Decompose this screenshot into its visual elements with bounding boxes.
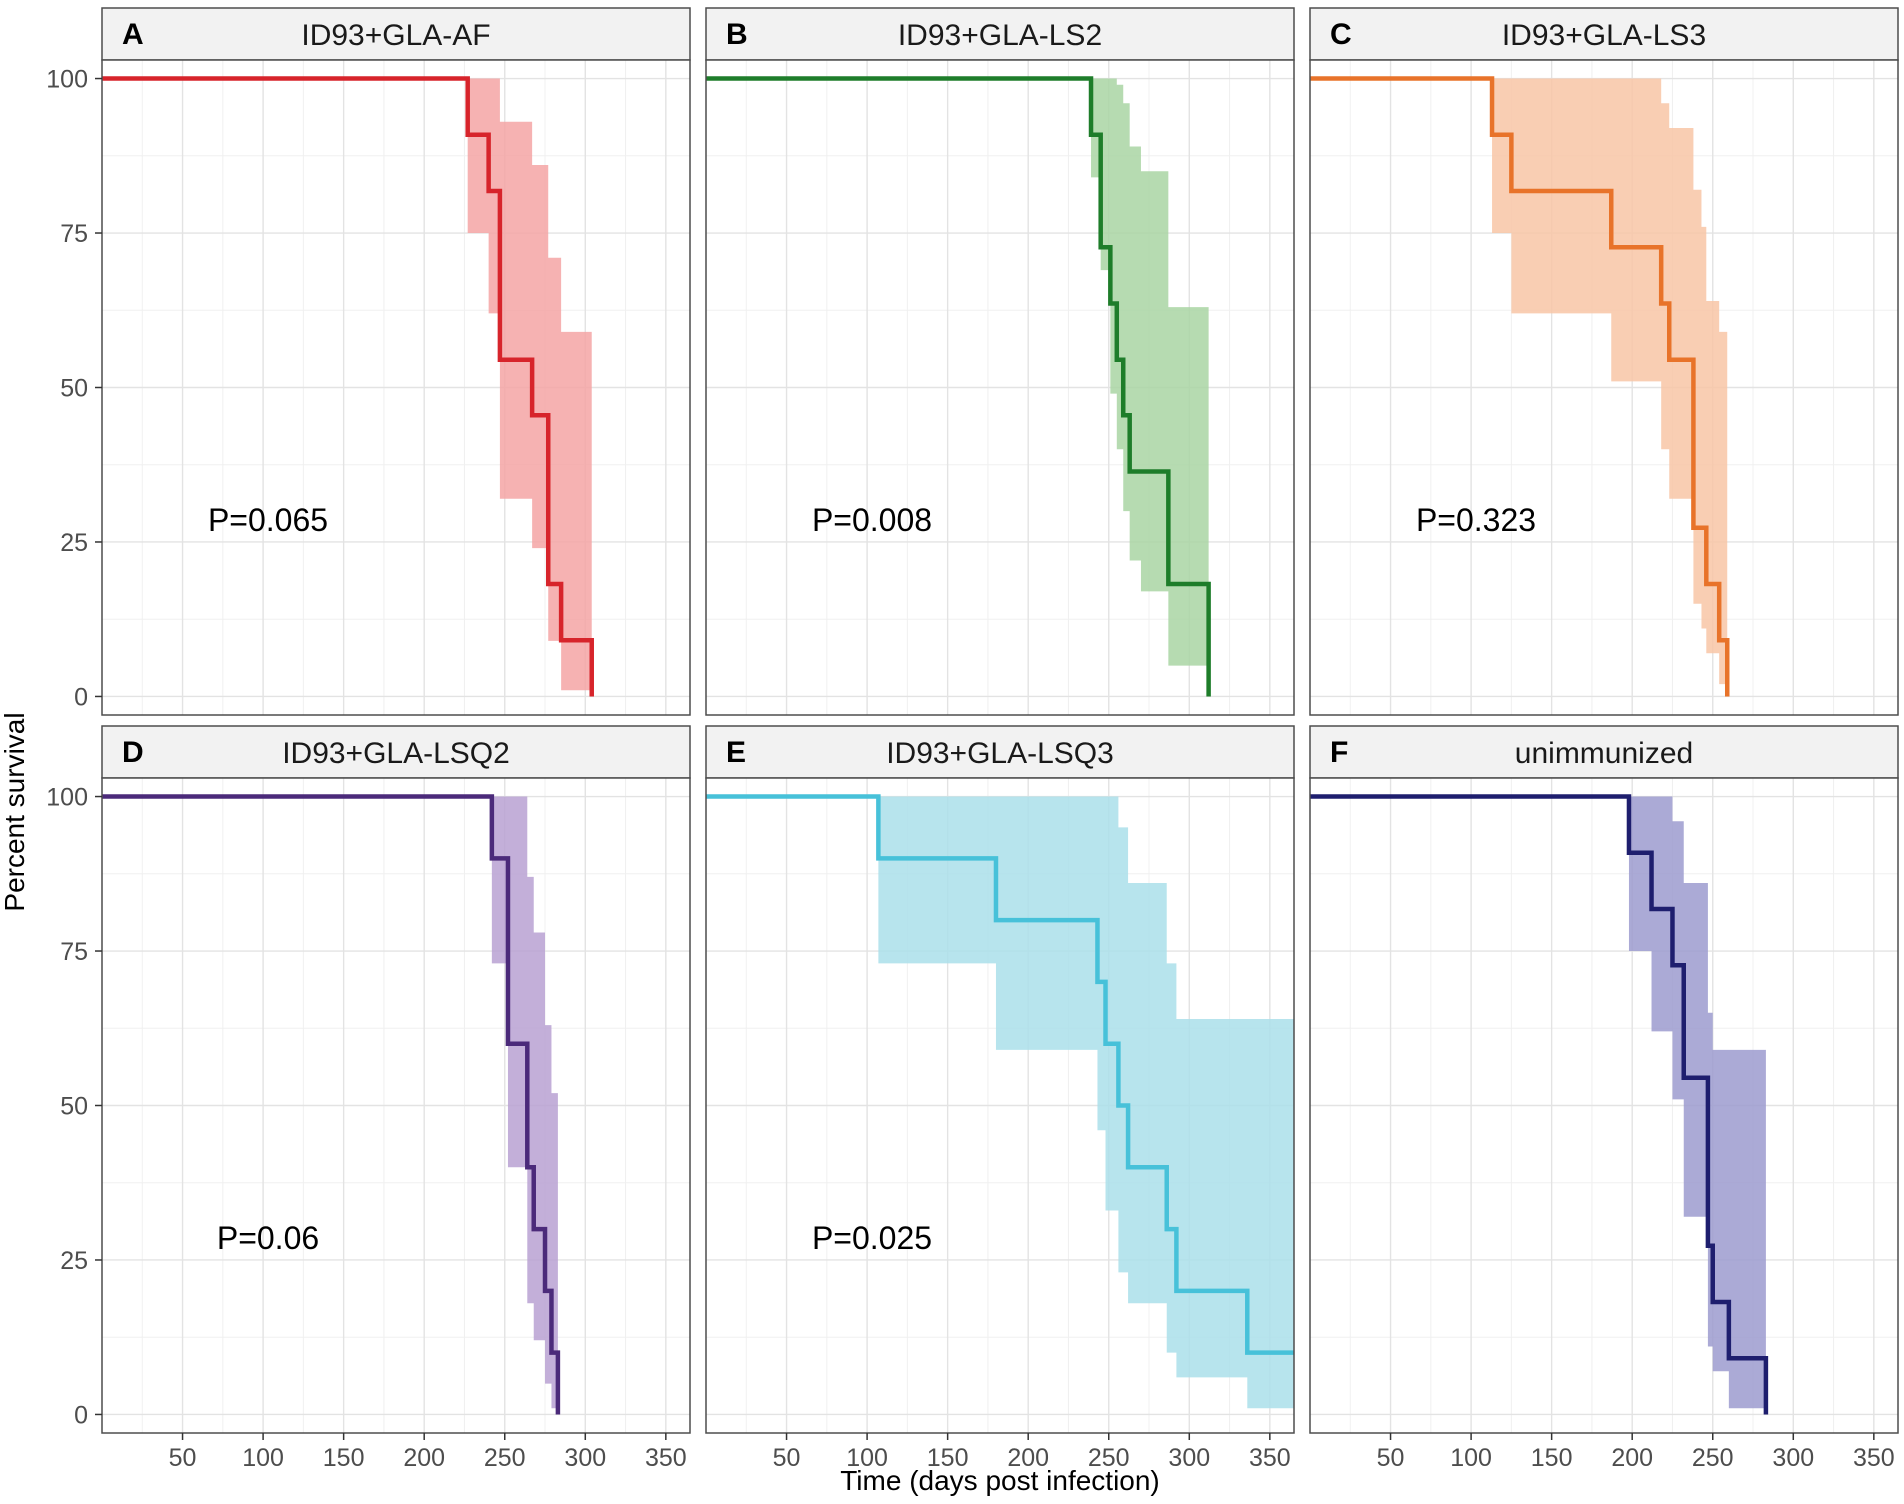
- panel-e-x-tick-label: 50: [773, 1444, 801, 1472]
- panel-e-confidence-band: [706, 796, 1294, 1409]
- panel-d-pvalue: P=0.06: [217, 1220, 319, 1256]
- panel-c-pvalue: P=0.323: [1416, 502, 1536, 538]
- panel-e-x-tick-label: 200: [1007, 1444, 1049, 1472]
- panel-b-strip: [705, 7, 1295, 61]
- panel-a-pvalue: P=0.065: [208, 502, 328, 538]
- panel-d-survival-line: [102, 794, 561, 1415]
- panel-e-survival-line: [706, 794, 1294, 1355]
- panel-e: E ID93+GLA-LSQ3 P=0.025 50 100 150 200 250 300 35…: [705, 725, 1295, 1472]
- panel-f-confidence-band: [1310, 796, 1766, 1409]
- panel-a-confidence-band: [102, 78, 592, 691]
- panel-d-x-tick-label: 50: [169, 1444, 197, 1472]
- panel-d-x-tick-label: 200: [403, 1444, 445, 1472]
- panel-e-x-tick-label: 150: [927, 1444, 969, 1472]
- panel-e-plot-border: [705, 777, 1295, 1434]
- panel-f-x-tick-label: 350: [1853, 1444, 1895, 1472]
- panel-e-x-tick-label: 100: [846, 1444, 888, 1472]
- panel-a-letter: A: [122, 18, 144, 51]
- panel-b-pvalue: P=0.008: [812, 502, 932, 538]
- panel-f-x-tick-label: 100: [1450, 1444, 1492, 1472]
- panel-c: C ID93+GLA-LS3 P=0.323: [1309, 7, 1899, 716]
- panel-c-strip: [1309, 7, 1899, 61]
- panel-a-y-tick-label: 25: [60, 529, 88, 557]
- panel-d-confidence-band: [102, 796, 558, 1409]
- panel-b-title: ID93+GLA-LS2: [898, 19, 1102, 52]
- panel-f-plot-border: [1309, 777, 1899, 1434]
- panel-d-letter: D: [122, 736, 144, 769]
- panel-a-strip: [101, 7, 691, 61]
- panel-b-plot-border: [705, 59, 1295, 716]
- panel-d-title: ID93+GLA-LSQ2: [282, 737, 510, 770]
- panel-a-y-tick-label: 100: [46, 66, 88, 94]
- panel-f-x-tick-label: 300: [1772, 1444, 1814, 1472]
- panel-c-letter: C: [1330, 18, 1352, 51]
- panel-a-y-tick-label: 50: [60, 375, 88, 403]
- panel-e-x-tick-label: 300: [1168, 1444, 1210, 1472]
- panel-d-x-tick-label: 350: [645, 1444, 687, 1472]
- panel-b-letter: B: [726, 18, 748, 51]
- panel-e-pvalue: P=0.025: [812, 1220, 932, 1256]
- panel-a-title: ID93+GLA-AF: [301, 19, 490, 52]
- panel-c-survival-line: [1310, 76, 1730, 697]
- panel-d: D ID93+GLA-LSQ2 P=0.06 0 25 50 75 100 50 100 150 20…: [46, 725, 691, 1472]
- panel-e-x-tick-label: 250: [1088, 1444, 1130, 1472]
- panel-e-x-tick-label: 350: [1249, 1444, 1291, 1472]
- panel-a-y-tick-label: 0: [74, 683, 88, 711]
- panel-a-y-tick-label: 75: [60, 220, 88, 248]
- panel-c-title: ID93+GLA-LS3: [1502, 19, 1706, 52]
- panel-b: B ID93+GLA-LS2 P=0.008: [705, 7, 1295, 716]
- panel-d-x-tick-label: 300: [564, 1444, 606, 1472]
- y-axis-title: Percent survival: [0, 712, 30, 911]
- panel-d-y-tick-label: 25: [60, 1247, 88, 1275]
- panel-f-letter: F: [1330, 736, 1348, 769]
- panel-e-title: ID93+GLA-LSQ3: [886, 737, 1114, 770]
- x-axis-title: Time (days post infection): [840, 1465, 1160, 1496]
- panel-f-x-tick-label: 150: [1531, 1444, 1573, 1472]
- panel-d-y-tick-label: 50: [60, 1093, 88, 1121]
- panel-e-strip: [705, 725, 1295, 779]
- panel-d-y-tick-label: 75: [60, 938, 88, 966]
- panel-c-confidence-band: [1310, 78, 1728, 685]
- panel-e-letter: E: [726, 736, 746, 769]
- panel-d-x-tick-label: 100: [242, 1444, 284, 1472]
- panel-c-plot-border: [1309, 59, 1899, 716]
- panel-f-strip: [1309, 725, 1899, 779]
- panel-f-survival-line: [1310, 794, 1769, 1415]
- panel-d-x-tick-label: 250: [484, 1444, 526, 1472]
- panel-a: A ID93+GLA-AF P=0.065 0 25 50 75 100: [46, 7, 691, 716]
- panel-f-x-tick-label: 50: [1377, 1444, 1405, 1472]
- panel-f-x-tick-label: 200: [1611, 1444, 1653, 1472]
- panel-f-title: unimmunized: [1515, 737, 1693, 770]
- panel-d-y-tick-label: 100: [46, 784, 88, 812]
- panel-b-survival-line: [706, 76, 1211, 697]
- panel-d-x-tick-label: 150: [323, 1444, 365, 1472]
- panel-d-y-tick-label: 0: [74, 1401, 88, 1429]
- panel-f-x-tick-label: 250: [1692, 1444, 1734, 1472]
- panel-a-survival-line: [102, 76, 594, 697]
